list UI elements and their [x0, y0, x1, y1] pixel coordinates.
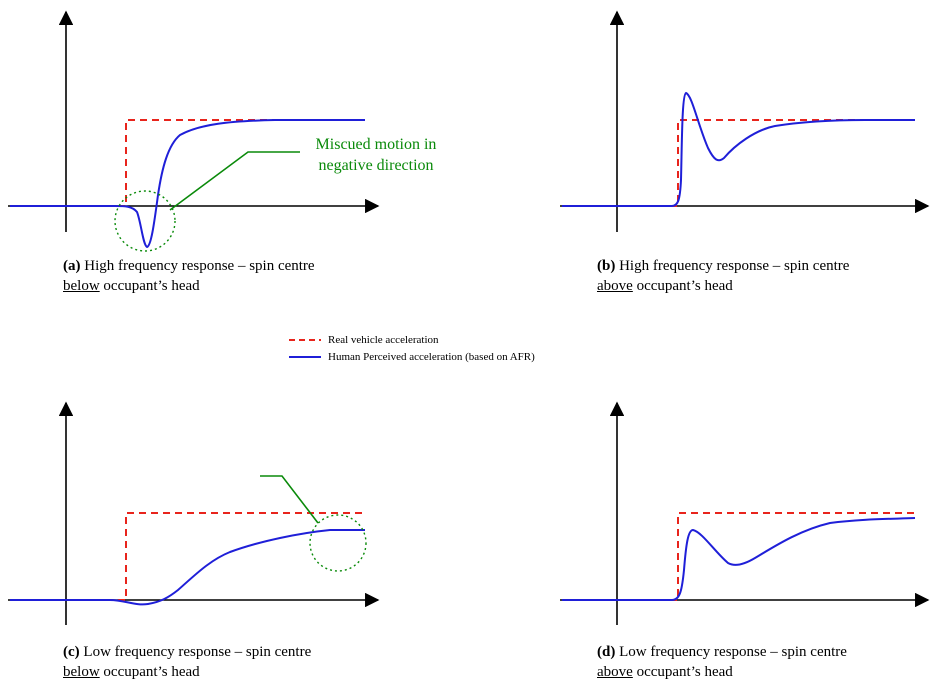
caption-d-tag: (d)	[597, 644, 616, 660]
caption-c: (c) Low frequency response – spin centre…	[63, 642, 311, 682]
panel-a-plot	[8, 10, 380, 252]
panel-c-perceived-acceleration	[10, 529, 365, 606]
caption-a-underlined: below	[63, 278, 100, 294]
panel-d-real-acceleration	[562, 512, 915, 601]
caption-d: (d) Low frequency response – spin centre…	[597, 642, 847, 682]
panel-a-real-acceleration	[10, 119, 365, 207]
caption-c-rest: occupant’s head	[103, 664, 200, 680]
panel-b-perceived-acceleration	[562, 91, 915, 207]
legend: Real vehicle acceleration Human Perceive…	[288, 331, 535, 365]
caption-b: (b) High frequency response – spin centr…	[597, 256, 849, 296]
caption-c-tag: (c)	[63, 644, 80, 660]
miscue-annotation: Miscued motion in negative direction	[296, 134, 456, 176]
caption-b-tag: (b)	[597, 258, 616, 274]
panel-a-annotation-leader	[169, 151, 300, 211]
caption-c-underlined: below	[63, 664, 100, 680]
caption-d-underlined: above	[597, 664, 633, 680]
caption-c-text: Low frequency response – spin centre	[83, 644, 312, 660]
panel-b-real-acceleration	[562, 119, 915, 207]
panel-d-perceived-acceleration	[562, 517, 916, 601]
panel-c-miscue-circle	[309, 514, 367, 572]
legend-item-real: Real vehicle acceleration	[288, 331, 535, 348]
caption-a-text: High frequency response – spin centre	[84, 258, 315, 274]
legend-swatch-real	[289, 338, 321, 341]
caption-a-rest: occupant’s head	[103, 278, 200, 294]
panel-d-plot	[560, 401, 930, 625]
caption-b-rest: occupant’s head	[636, 278, 733, 294]
panel-a-perceived-acceleration	[10, 119, 365, 249]
panel-a-miscue-circle	[114, 190, 176, 252]
panel-c-annotation-leader	[260, 475, 319, 524]
caption-d-text: Low frequency response – spin centre	[619, 644, 847, 660]
caption-a-tag: (a)	[63, 258, 81, 274]
caption-d-rest: occupant’s head	[636, 664, 733, 680]
legend-label-perceived: Human Perceived acceleration (based on A…	[328, 350, 535, 363]
miscue-annotation-line2: negative direction	[318, 157, 434, 174]
legend-item-perceived: Human Perceived acceleration (based on A…	[288, 348, 535, 365]
miscue-annotation-line1: Miscued motion in	[315, 136, 437, 153]
panel-c-plot	[8, 401, 380, 625]
legend-label-real: Real vehicle acceleration	[328, 333, 439, 346]
panel-c-real-acceleration	[10, 512, 365, 601]
caption-b-text: High frequency response – spin centre	[619, 258, 850, 274]
legend-swatch-perceived	[289, 355, 321, 358]
panel-b-plot	[560, 10, 930, 232]
caption-a: (a) High frequency response – spin centr…	[63, 256, 315, 296]
caption-b-underlined: above	[597, 278, 633, 294]
